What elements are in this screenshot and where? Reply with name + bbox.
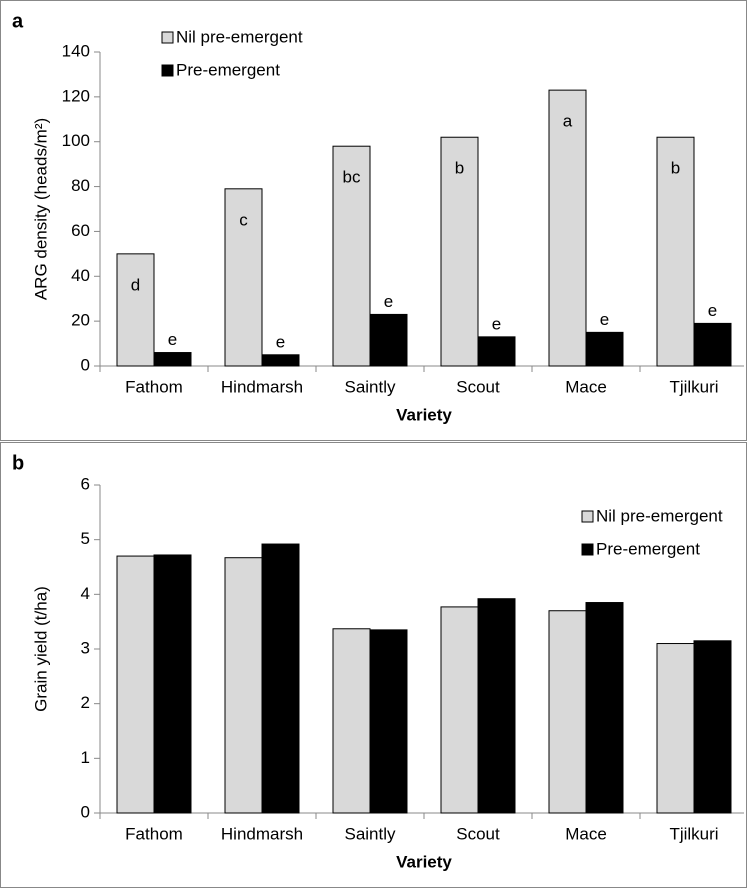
y-tick-label: 140: [62, 41, 90, 60]
bar: [153, 554, 192, 814]
y-tick-label: 5: [81, 529, 90, 548]
y-tick-label: 100: [62, 131, 90, 150]
x-tick-label: Mace: [565, 377, 607, 396]
significance-letter: e: [384, 292, 393, 311]
significance-letter: d: [131, 275, 140, 294]
significance-letter: e: [708, 301, 717, 320]
significance-letter: e: [168, 330, 177, 349]
y-axis-title: Grain yield (t/ha): [31, 586, 50, 712]
significance-letter: b: [455, 159, 464, 178]
significance-letter: b: [671, 159, 680, 178]
y-tick-label: 20: [71, 311, 90, 330]
y-tick-label: 6: [81, 474, 90, 493]
x-tick-label: Saintly: [344, 377, 396, 396]
x-tick-label: Hindmarsh: [221, 824, 303, 843]
bar: [548, 89, 587, 367]
y-tick-label: 80: [71, 176, 90, 195]
y-tick-label: 120: [62, 86, 90, 105]
x-tick-label: Tjilkuri: [669, 824, 718, 843]
bar: [477, 598, 516, 814]
y-tick-label: 4: [81, 584, 90, 603]
significance-letter: a: [563, 112, 573, 131]
bar: [116, 253, 155, 367]
legend-swatch: [161, 31, 174, 44]
bar: [440, 136, 479, 367]
significance-letter: e: [492, 314, 501, 333]
legend-label: Nil pre-emergent: [176, 27, 303, 46]
significance-letter: c: [239, 210, 248, 229]
bar: [369, 313, 408, 367]
bar: [116, 555, 155, 814]
panel-border: [0, 0, 747, 441]
bar: [224, 557, 263, 814]
bar: [440, 606, 479, 814]
legend-swatch: [161, 64, 174, 77]
bar: [261, 543, 300, 814]
significance-letter: e: [600, 310, 609, 329]
y-axis-title: ARG density (heads/m²): [31, 118, 50, 300]
y-tick-label: 3: [81, 638, 90, 657]
bar: [693, 322, 732, 367]
bar: [548, 610, 587, 814]
legend-label: Pre-emergent: [176, 60, 280, 79]
x-tick-label: Saintly: [344, 824, 396, 843]
bar: [585, 331, 624, 367]
x-axis-title: Variety: [396, 405, 452, 424]
significance-letter: e: [276, 332, 285, 351]
x-tick-label: Fathom: [125, 377, 183, 396]
x-tick-label: Hindmarsh: [221, 377, 303, 396]
legend-label: Nil pre-emergent: [596, 506, 723, 525]
y-tick-label: 0: [81, 802, 90, 821]
bar: [656, 136, 695, 367]
x-tick-label: Mace: [565, 824, 607, 843]
legend-swatch: [581, 543, 594, 556]
y-tick-label: 0: [81, 355, 90, 374]
significance-letter: bc: [343, 168, 361, 187]
panel-label: b: [12, 452, 24, 474]
bar: [477, 336, 516, 367]
bar: [369, 629, 408, 814]
bar: [332, 145, 371, 367]
y-tick-label: 1: [81, 748, 90, 767]
y-tick-label: 40: [71, 266, 90, 285]
panel-label: a: [12, 10, 24, 32]
bar: [153, 352, 192, 367]
x-tick-label: Scout: [456, 824, 500, 843]
bar: [585, 602, 624, 814]
bar: [224, 188, 263, 367]
y-tick-label: 60: [71, 221, 90, 240]
x-axis-title: Variety: [396, 852, 452, 871]
bar: [693, 640, 732, 814]
x-tick-label: Fathom: [125, 824, 183, 843]
bar: [332, 628, 371, 814]
y-tick-label: 2: [81, 693, 90, 712]
bar: [656, 643, 695, 814]
legend-swatch: [581, 510, 594, 523]
x-tick-label: Scout: [456, 377, 500, 396]
legend-label: Pre-emergent: [596, 539, 700, 558]
x-tick-label: Tjilkuri: [669, 377, 718, 396]
bar: [261, 354, 300, 367]
